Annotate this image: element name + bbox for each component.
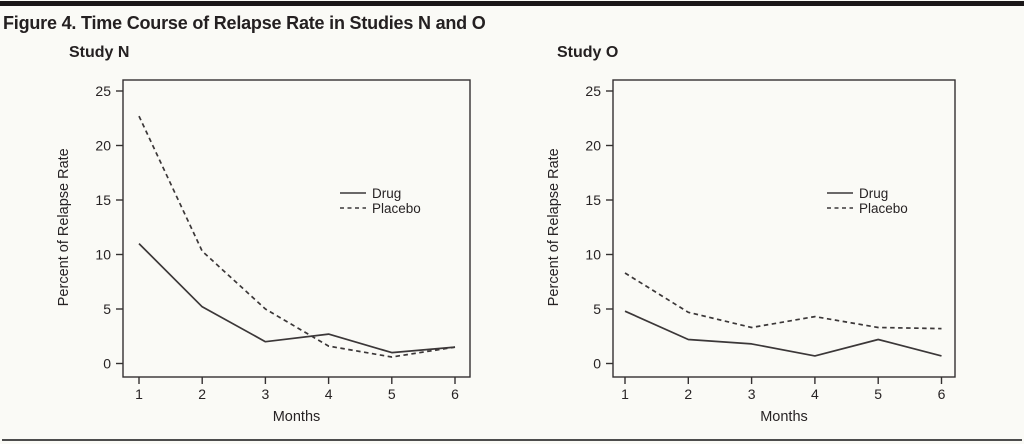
y-tick-label: 10: [585, 247, 601, 263]
bottom-rule: [2, 439, 1022, 441]
x-tick-label: 4: [811, 386, 819, 402]
top-rule: [0, 1, 1024, 6]
x-tick-label: 5: [874, 386, 882, 402]
legend-label: Drug: [859, 186, 888, 201]
y-axis-title: Percent of Relapse Rate: [56, 148, 72, 306]
series-line-placebo: [138, 115, 456, 358]
legend-label: Drug: [372, 186, 401, 201]
x-tick-label: 3: [748, 386, 756, 402]
plot-frame: [122, 79, 471, 378]
x-tick-label: 1: [621, 386, 629, 402]
y-tick-label: 15: [95, 192, 111, 208]
y-tick-label: 20: [95, 138, 111, 154]
study-n-subtitle: Study N: [69, 44, 130, 61]
y-tick-label: 0: [103, 356, 111, 372]
x-tick-label: 6: [451, 386, 459, 402]
y-tick-label: 25: [95, 83, 111, 99]
legend-label: Placebo: [372, 201, 421, 216]
x-tick-label: 5: [388, 386, 396, 402]
x-axis-title: Months: [273, 409, 321, 425]
x-tick-label: 2: [684, 386, 692, 402]
x-axis-title: Months: [760, 409, 808, 425]
x-tick-label: 4: [325, 386, 333, 402]
x-tick-label: 3: [262, 386, 270, 402]
x-tick-label: 2: [198, 386, 206, 402]
y-tick-label: 25: [585, 83, 601, 99]
study-o-subtitle: Study O: [557, 44, 619, 61]
series-line-drug: [624, 310, 942, 357]
legend-label: Placebo: [859, 201, 908, 216]
y-tick-label: 10: [95, 247, 111, 263]
y-tick-label: 5: [593, 301, 601, 317]
y-tick-label: 15: [585, 192, 601, 208]
y-tick-label: 20: [585, 138, 601, 154]
series-line-drug: [138, 242, 456, 354]
x-tick-label: 1: [135, 386, 143, 402]
x-tick-label: 6: [938, 386, 946, 402]
y-axis-title: Percent of Relapse Rate: [546, 148, 562, 306]
plot-frame: [612, 79, 956, 378]
series-line-placebo: [624, 272, 942, 330]
y-tick-label: 0: [593, 356, 601, 372]
y-tick-label: 5: [103, 301, 111, 317]
figure-title: Figure 4. Time Course of Relapse Rate in…: [3, 13, 486, 33]
